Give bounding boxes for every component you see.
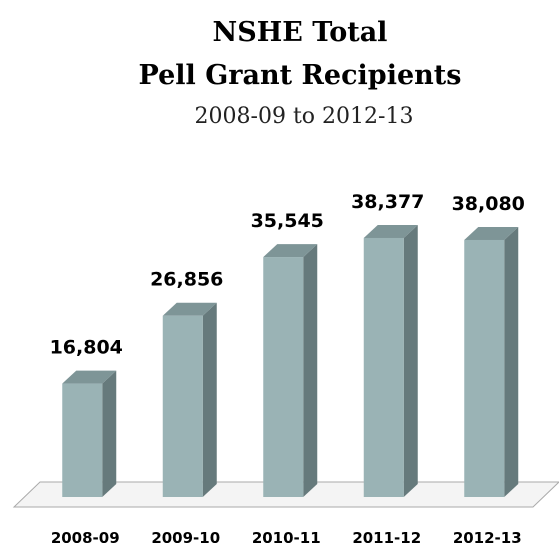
data-labels: 16,804 26,856 35,545 38,377 38,080 (50, 191, 525, 359)
bar-side (504, 226, 519, 497)
value-label: 38,377 (351, 191, 424, 213)
category-label: 2010-11 (252, 529, 321, 547)
bar-side (303, 244, 318, 497)
bar-front (464, 239, 505, 497)
bar-top (464, 226, 519, 240)
category-label: 2011-12 (352, 529, 421, 547)
chart-subtitle: 2008-09 to 2012-13 (195, 104, 414, 129)
bar-top (162, 302, 217, 316)
value-label: 26,856 (150, 269, 223, 291)
bar-top (62, 370, 117, 384)
title-line-1: NSHE Total (213, 17, 388, 48)
bar-2011-12 (363, 224, 418, 497)
bar-front (162, 315, 203, 497)
bars (62, 224, 519, 497)
category-label: 2008-09 (51, 529, 120, 547)
bar-top (263, 244, 318, 258)
bar-2012-13 (464, 226, 519, 497)
category-labels: 2008-09 2009-10 2010-11 2011-12 2012-13 (51, 529, 522, 547)
value-label: 38,080 (452, 193, 525, 215)
bar-front (62, 383, 103, 497)
bar-front (263, 257, 304, 497)
bar-2008-09 (62, 370, 117, 497)
chart-title: NSHE Total Pell Grant Recipients (139, 17, 462, 91)
bar-side (102, 370, 117, 497)
bar-top (363, 224, 418, 238)
bar-side (403, 224, 418, 497)
category-label: 2009-10 (151, 529, 220, 547)
value-label: 35,545 (251, 210, 324, 232)
bar-2009-10 (162, 302, 217, 497)
value-label: 16,804 (50, 337, 123, 359)
bar-2010-11 (263, 244, 318, 497)
category-label: 2012-13 (453, 529, 522, 547)
bar-front (363, 237, 404, 497)
bar-side (202, 302, 217, 497)
title-line-2: Pell Grant Recipients (139, 60, 462, 91)
